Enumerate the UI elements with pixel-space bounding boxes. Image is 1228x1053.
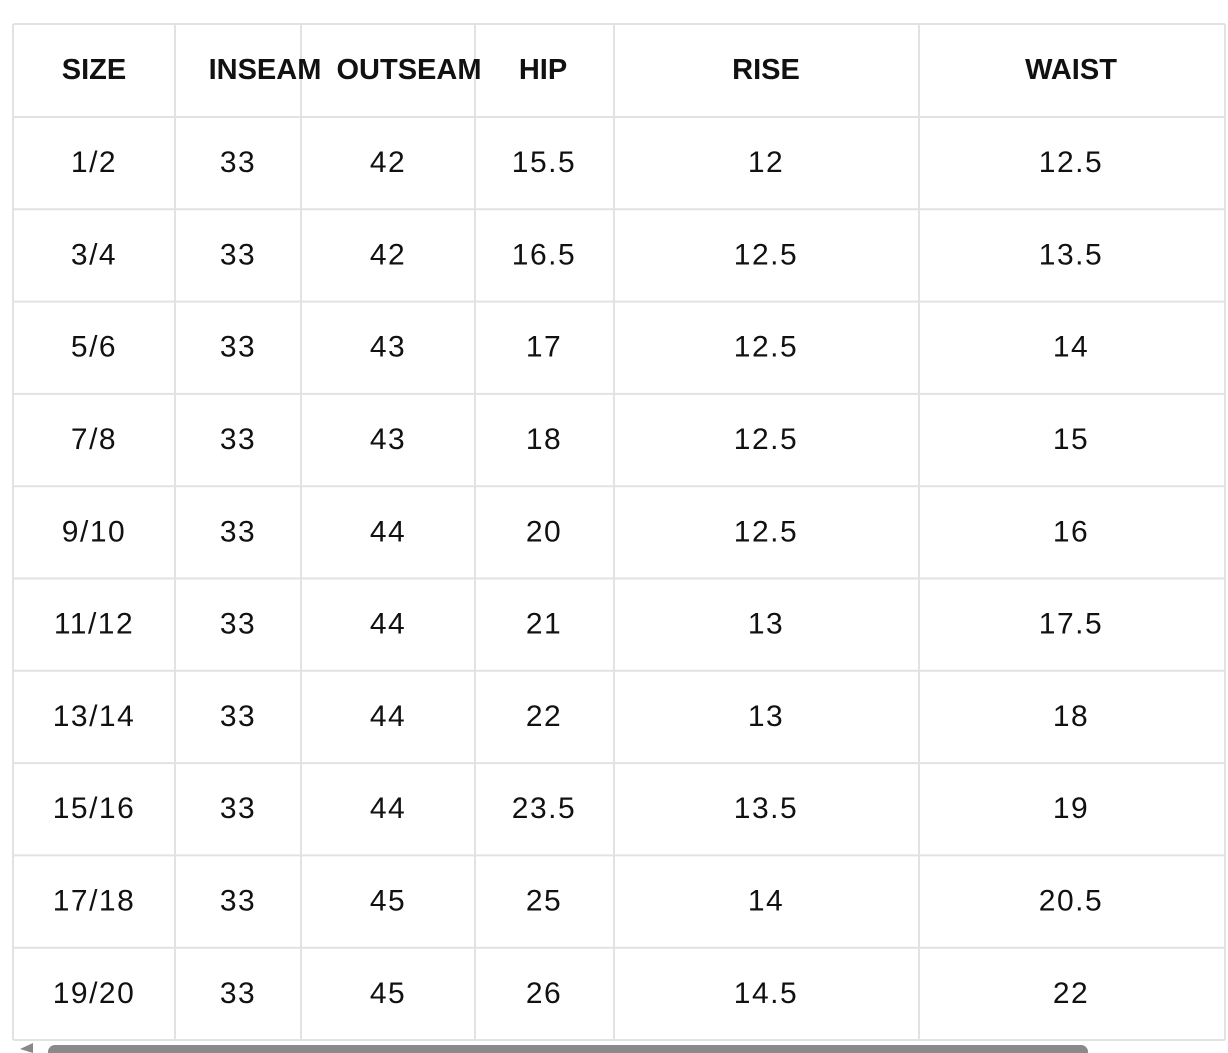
table-cell: 16 xyxy=(1053,515,1089,548)
table-cell: 33 xyxy=(220,238,256,271)
header-cell: OUTSEAM xyxy=(337,54,482,86)
table-cell: 13 xyxy=(748,608,784,641)
table-cell: 33 xyxy=(220,700,256,733)
table-cell: 13/14 xyxy=(53,700,136,733)
table-cell: 9/10 xyxy=(62,515,126,548)
table-cell: 11/12 xyxy=(54,608,134,641)
table-cell: 26 xyxy=(526,977,562,1010)
table-cell: 18 xyxy=(1053,700,1089,733)
table-cell: 15/16 xyxy=(53,792,136,825)
table-cell: 3/4 xyxy=(71,238,117,271)
table-cell: 44 xyxy=(370,608,406,641)
table-cell: 18 xyxy=(526,423,562,456)
header-cell: SIZE xyxy=(62,54,126,86)
table-cell: 33 xyxy=(220,792,256,825)
table-cell: 1/2 xyxy=(71,146,117,179)
table-cell: 45 xyxy=(370,977,406,1010)
table-cell: 14 xyxy=(748,884,784,917)
table-cell: 19/20 xyxy=(53,977,136,1010)
table-cell: 13.5 xyxy=(734,792,798,825)
table-cell: 44 xyxy=(370,515,406,548)
table-cell: 5/6 xyxy=(71,331,117,364)
header-cell: HIP xyxy=(519,54,567,86)
table-cell: 12.5 xyxy=(734,423,798,456)
table-cell: 33 xyxy=(220,884,256,917)
table-cell: 12.5 xyxy=(1039,146,1103,179)
table-cell: 42 xyxy=(370,238,406,271)
table-cell: 43 xyxy=(370,423,406,456)
table-cell: 44 xyxy=(370,792,406,825)
header-cell: RISE xyxy=(732,54,800,86)
table-cell: 17.5 xyxy=(1039,608,1103,641)
table-cell: 20 xyxy=(526,515,562,548)
table-cell: 15.5 xyxy=(512,146,576,179)
header-cell: INSEAM xyxy=(209,54,322,86)
table-cell: 23.5 xyxy=(512,792,576,825)
table-cell: 22 xyxy=(1053,977,1089,1010)
table-cell: 20.5 xyxy=(1039,884,1103,917)
table-cell: 33 xyxy=(220,146,256,179)
table-cell: 33 xyxy=(220,331,256,364)
table-cell: 17 xyxy=(526,331,562,364)
table-cell: 12.5 xyxy=(734,515,798,548)
table-cell: 12.5 xyxy=(734,331,798,364)
table-cell: 43 xyxy=(370,331,406,364)
table-cell: 12 xyxy=(748,146,784,179)
table-cell: 21 xyxy=(526,608,562,641)
table-cell: 22 xyxy=(526,700,562,733)
table-cell: 13.5 xyxy=(1039,238,1103,271)
table-cell: 33 xyxy=(220,515,256,548)
table-cell: 15 xyxy=(1053,423,1089,456)
table-cell: 19 xyxy=(1053,792,1089,825)
scrollbar-thumb[interactable] xyxy=(48,1045,1088,1053)
table-cell: 16.5 xyxy=(512,238,576,271)
table-cell: 42 xyxy=(370,146,406,179)
table-cell: 14.5 xyxy=(734,977,798,1010)
table-cell: 25 xyxy=(526,884,562,917)
table-cell: 13 xyxy=(748,700,784,733)
table-cell: 45 xyxy=(370,884,406,917)
table-cell: 33 xyxy=(220,423,256,456)
header-cell: WAIST xyxy=(1025,54,1117,86)
table-cell: 7/8 xyxy=(71,423,117,456)
table-cell: 33 xyxy=(220,608,256,641)
table-cell: 17/18 xyxy=(53,884,136,917)
table-cell: 14 xyxy=(1053,331,1089,364)
table-cell: 12.5 xyxy=(734,238,798,271)
scroll-arrow[interactable] xyxy=(20,1043,33,1053)
table-cell: 44 xyxy=(370,700,406,733)
table-cell: 33 xyxy=(220,977,256,1010)
